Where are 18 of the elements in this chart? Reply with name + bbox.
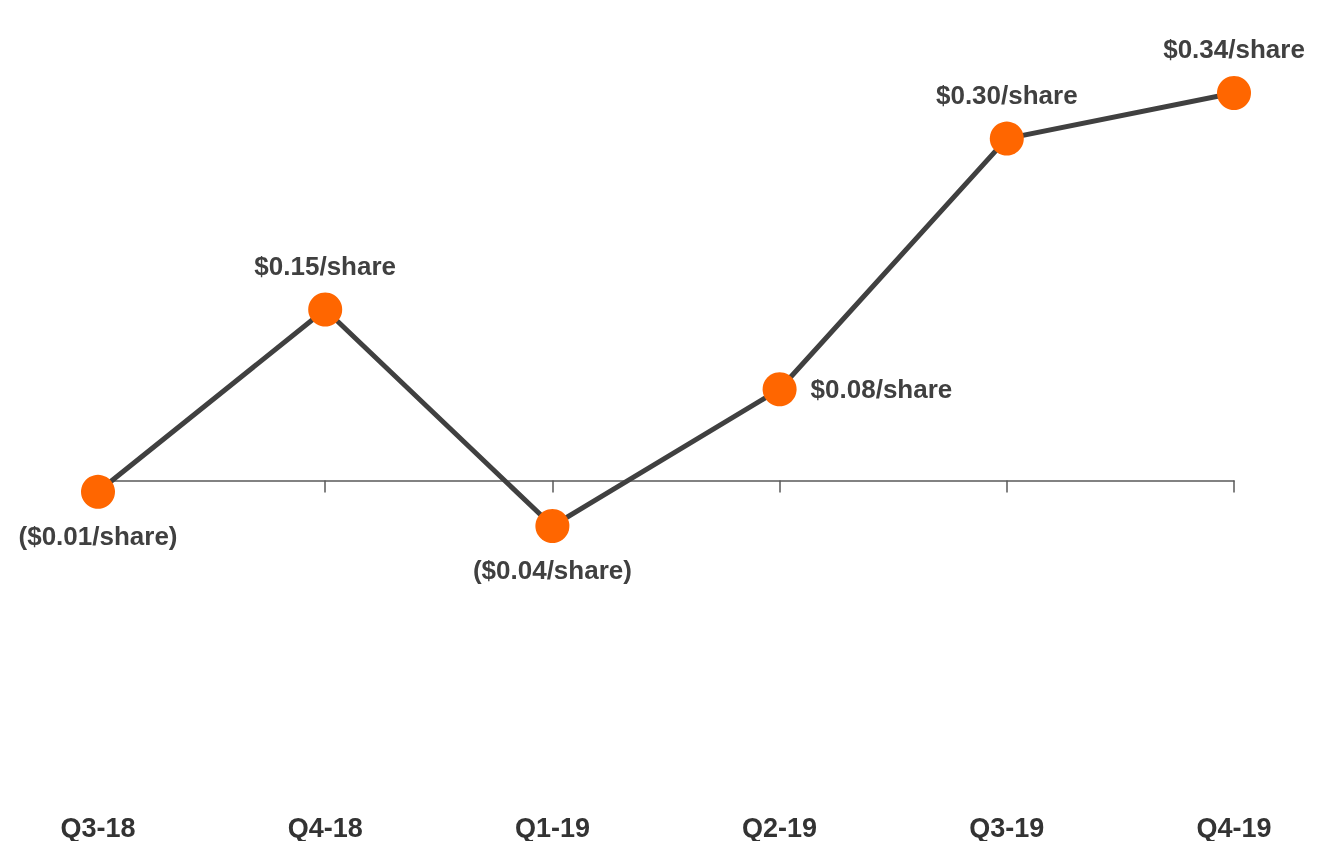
point [308, 292, 343, 327]
data-label: $0.34/share [1163, 34, 1305, 64]
data-label: ($0.04/share) [472, 555, 632, 585]
x-tick-label: Q1-19 [514, 812, 590, 843]
x-tick-label: Q4-18 [287, 812, 363, 843]
x-tick-label: Q4-19 [1196, 812, 1272, 843]
data-label: ($0.01/share) [18, 520, 178, 551]
point [989, 121, 1024, 156]
data-label: $0.08/share [810, 374, 953, 405]
point [1217, 76, 1251, 110]
point [81, 474, 115, 509]
point [535, 509, 570, 543]
data-label: $0.30/share [935, 79, 1078, 110]
x-tick-label: Q2-19 [742, 812, 818, 843]
x-tick-label: Q3-19 [969, 812, 1045, 843]
data-label: $0.15/share [254, 250, 397, 281]
point [762, 372, 797, 407]
x-tick-label: Q3-18 [60, 812, 136, 843]
